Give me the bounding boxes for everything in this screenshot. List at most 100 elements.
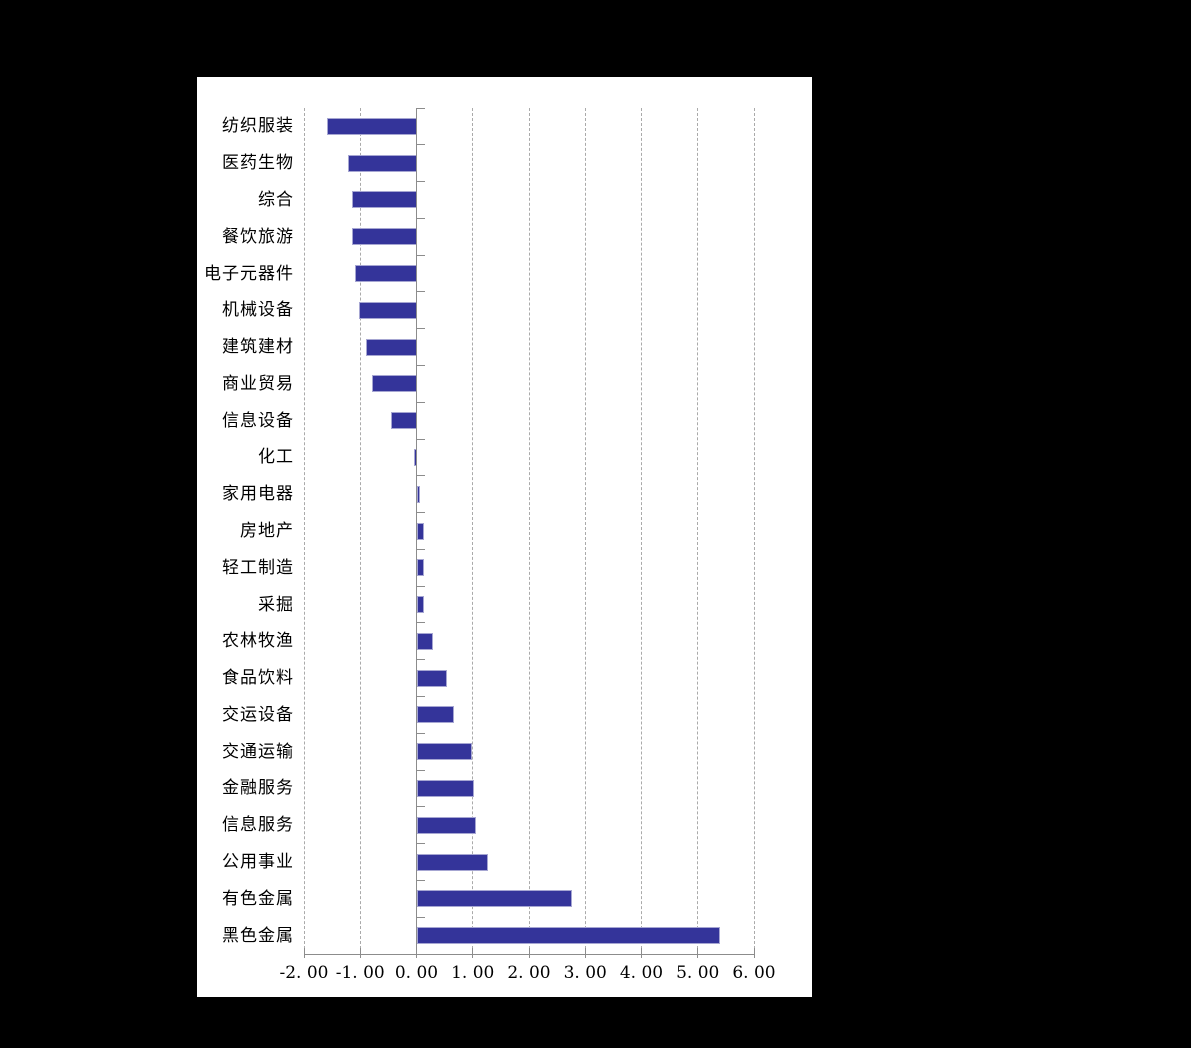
category-label: 商业贸易	[222, 373, 294, 394]
x-tick-label: 1. 00	[451, 963, 495, 983]
category-label: 化工	[258, 447, 294, 468]
x-tick-label: -1. 00	[335, 963, 385, 983]
category-axis-tick	[416, 879, 425, 881]
category-axis-tick	[416, 769, 425, 771]
category-label: 信息设备	[222, 410, 294, 431]
gridline	[697, 108, 699, 954]
category-label: 农林牧渔	[222, 631, 294, 652]
x-tick-label: 4. 00	[619, 963, 664, 983]
category-axis-tick	[416, 916, 425, 918]
value-axis-tick	[416, 948, 417, 958]
category-axis-tick	[416, 585, 425, 587]
plot-area	[303, 107, 755, 958]
category-label: 有色金属	[222, 888, 294, 909]
category-axis-tick	[416, 806, 425, 808]
value-axis-tick	[472, 948, 474, 958]
bar	[416, 927, 721, 945]
gridline	[303, 108, 305, 954]
value-axis-tick	[584, 948, 586, 958]
category-label: 信息服务	[222, 815, 294, 836]
bar	[390, 412, 417, 430]
category-label: 交通运输	[222, 741, 294, 762]
bar	[326, 117, 417, 135]
category-axis-tick	[416, 401, 425, 403]
bar	[416, 485, 420, 503]
category-axis-tick	[416, 364, 425, 366]
category-label: 机械设备	[222, 300, 294, 321]
category-label: 餐饮旅游	[222, 226, 294, 247]
value-axis-tick	[641, 948, 642, 958]
category-axis-tick	[416, 732, 425, 734]
value-axis-labels: -2. 00 -1. 00 0. 00 1. 00 2. 00 3. 00 4. 00 5. …	[280, 963, 776, 987]
bar	[358, 301, 417, 319]
category-axis-line	[416, 108, 417, 954]
category-label: 采掘	[258, 594, 294, 615]
category-axis-tick	[416, 622, 425, 624]
category-axis-tick	[416, 328, 425, 330]
value-axis-tick	[528, 948, 530, 958]
category-label: 综合	[258, 189, 294, 210]
category-axis-tick	[416, 217, 425, 219]
bar	[351, 228, 417, 246]
x-tick-label: 6. 00	[732, 963, 776, 983]
category-label: 食品饮料	[222, 668, 294, 689]
bar	[372, 375, 417, 393]
category-axis-tick	[416, 144, 425, 146]
category-axis-tick	[416, 107, 425, 109]
bar	[365, 338, 417, 356]
category-axis-tick	[416, 438, 425, 440]
bar	[348, 154, 417, 172]
category-axis-tick	[416, 843, 425, 845]
category-label: 家用电器	[222, 484, 294, 505]
gridline	[753, 108, 755, 954]
gridline	[641, 108, 642, 954]
value-axis-tick	[697, 948, 699, 958]
gridline	[472, 108, 474, 954]
category-label: 医药生物	[222, 153, 294, 174]
category-label: 电子元器件	[204, 263, 294, 284]
value-axis-tick	[303, 948, 305, 958]
bar	[416, 816, 476, 834]
chart-panel: 纺织服装医药生物综合餐饮旅游电子元器件机械设备建筑建材商业贸易信息设备化工家用电…	[197, 77, 812, 997]
bar	[416, 853, 488, 871]
x-tick-label: -2. 00	[279, 963, 329, 983]
bar	[416, 779, 474, 797]
gridline	[584, 108, 586, 954]
x-tick-label: 5. 00	[676, 963, 720, 983]
category-axis-tick	[416, 548, 425, 550]
category-axis-tick	[416, 254, 425, 256]
category-label: 交运设备	[222, 704, 294, 725]
value-axis-tick	[359, 948, 361, 958]
category-label: 轻工制造	[222, 557, 294, 578]
category-axis-tick	[416, 659, 425, 661]
category-label: 公用事业	[222, 852, 294, 873]
bar	[416, 669, 447, 687]
bar	[416, 559, 425, 577]
bar	[416, 890, 572, 908]
x-tick-label: 3. 00	[563, 963, 607, 983]
category-axis-labels: 纺织服装医药生物综合餐饮旅游电子元器件机械设备建筑建材商业贸易信息设备化工家用电…	[197, 108, 294, 954]
x-tick-label: 2. 00	[507, 963, 551, 983]
bar	[416, 743, 472, 761]
category-label: 房地产	[240, 521, 294, 541]
bar	[416, 596, 424, 614]
bar	[416, 522, 425, 540]
category-axis-tick	[416, 696, 425, 698]
category-axis-tick	[416, 181, 425, 183]
value-axis-tick	[753, 948, 755, 958]
gridline	[528, 108, 530, 954]
gridline	[359, 108, 361, 954]
x-tick-label: 0. 00	[394, 963, 439, 983]
category-label: 纺织服装	[222, 116, 294, 137]
category-axis-tick	[416, 512, 425, 514]
bar	[351, 191, 417, 209]
category-label: 金融服务	[222, 778, 294, 799]
category-label: 黑色金属	[222, 925, 294, 946]
category-axis-tick	[416, 291, 425, 293]
category-label: 建筑建材	[222, 337, 294, 358]
bar	[355, 265, 417, 283]
bar	[416, 706, 455, 724]
category-axis-tick	[416, 475, 425, 477]
